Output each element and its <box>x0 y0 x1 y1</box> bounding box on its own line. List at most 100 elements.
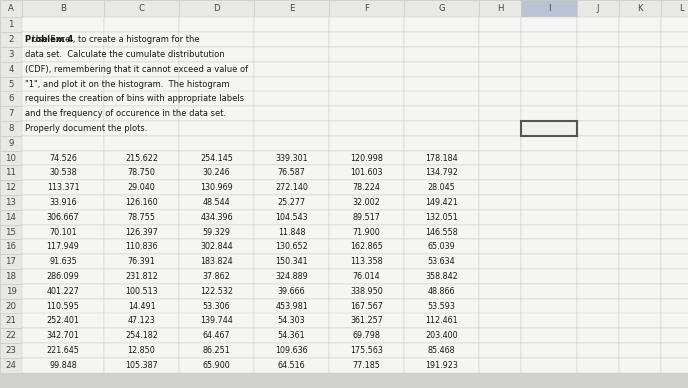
Bar <box>521 32 577 47</box>
Bar <box>254 254 329 269</box>
Text: 358.842: 358.842 <box>425 272 458 281</box>
Bar <box>0 343 22 358</box>
Bar <box>577 225 619 239</box>
Bar <box>577 358 619 373</box>
Bar <box>404 343 479 358</box>
Text: 76.587: 76.587 <box>277 168 305 177</box>
Bar <box>0 284 22 299</box>
Bar <box>22 136 104 151</box>
Bar <box>179 343 254 358</box>
Bar <box>254 269 329 284</box>
Bar <box>0 0 22 17</box>
Bar <box>479 32 521 47</box>
Text: 139.744: 139.744 <box>200 316 233 326</box>
Bar <box>22 166 104 180</box>
Bar <box>179 284 254 299</box>
Text: 6: 6 <box>8 94 14 103</box>
Bar <box>619 254 661 269</box>
Bar <box>619 32 661 47</box>
Text: 162.865: 162.865 <box>350 242 383 251</box>
Text: 23: 23 <box>6 346 17 355</box>
Bar <box>404 32 479 47</box>
Bar <box>179 269 254 284</box>
Text: 4: 4 <box>8 65 14 74</box>
Bar <box>22 32 104 47</box>
Bar <box>254 314 329 328</box>
Bar <box>521 106 577 121</box>
Bar <box>22 180 104 195</box>
Text: requires the creation of bins with appropriate labels: requires the creation of bins with appro… <box>25 94 244 103</box>
Bar <box>521 17 577 32</box>
Bar <box>254 77 329 92</box>
Bar <box>661 166 688 180</box>
Text: Use Excel, to create a histogram for the: Use Excel, to create a histogram for the <box>32 35 200 44</box>
Bar <box>577 0 619 17</box>
Bar <box>329 358 404 373</box>
Bar <box>661 62 688 77</box>
Bar <box>179 151 254 166</box>
Bar <box>104 195 179 210</box>
Text: 306.667: 306.667 <box>47 213 79 222</box>
Bar <box>179 180 254 195</box>
Bar <box>661 225 688 239</box>
Bar <box>329 106 404 121</box>
Text: 113.358: 113.358 <box>350 257 383 266</box>
Text: E: E <box>289 4 294 13</box>
Text: 14: 14 <box>6 213 17 222</box>
Bar <box>577 210 619 225</box>
Bar <box>521 166 577 180</box>
Bar <box>179 47 254 62</box>
Bar <box>479 47 521 62</box>
Bar <box>0 269 22 284</box>
Bar <box>404 358 479 373</box>
Bar <box>179 121 254 136</box>
Bar <box>329 225 404 239</box>
Bar <box>577 151 619 166</box>
Bar <box>619 62 661 77</box>
Bar <box>404 210 479 225</box>
Text: 11: 11 <box>6 168 17 177</box>
Text: 122.532: 122.532 <box>200 287 233 296</box>
Bar <box>521 343 577 358</box>
Text: 110.595: 110.595 <box>47 301 79 311</box>
Bar <box>104 92 179 106</box>
Bar <box>521 210 577 225</box>
Bar <box>254 284 329 299</box>
Text: 54.303: 54.303 <box>278 316 305 326</box>
Bar <box>104 32 179 47</box>
Text: 342.701: 342.701 <box>47 331 79 340</box>
Text: 104.543: 104.543 <box>275 213 308 222</box>
Bar <box>0 121 22 136</box>
Bar <box>254 358 329 373</box>
Text: H: H <box>497 4 503 13</box>
Bar <box>104 328 179 343</box>
Text: 19: 19 <box>6 287 17 296</box>
Bar <box>22 121 104 136</box>
Text: 12.850: 12.850 <box>128 346 155 355</box>
Bar <box>661 180 688 195</box>
Bar <box>329 239 404 254</box>
Bar <box>619 92 661 106</box>
Bar <box>479 180 521 195</box>
Bar <box>329 32 404 47</box>
Bar <box>22 151 104 166</box>
Text: 53.634: 53.634 <box>428 257 455 266</box>
Bar <box>329 47 404 62</box>
Text: 132.051: 132.051 <box>425 213 458 222</box>
Bar <box>104 210 179 225</box>
Bar <box>0 77 22 92</box>
Bar <box>329 299 404 314</box>
Bar <box>254 92 329 106</box>
Bar <box>104 284 179 299</box>
Bar <box>661 269 688 284</box>
Bar <box>22 269 104 284</box>
Text: 11.848: 11.848 <box>278 228 305 237</box>
Bar <box>104 254 179 269</box>
Text: 74.526: 74.526 <box>49 154 77 163</box>
Bar <box>619 77 661 92</box>
Bar <box>619 269 661 284</box>
Text: 149.421: 149.421 <box>425 198 458 207</box>
Bar <box>0 210 22 225</box>
Bar <box>619 239 661 254</box>
Bar <box>661 328 688 343</box>
